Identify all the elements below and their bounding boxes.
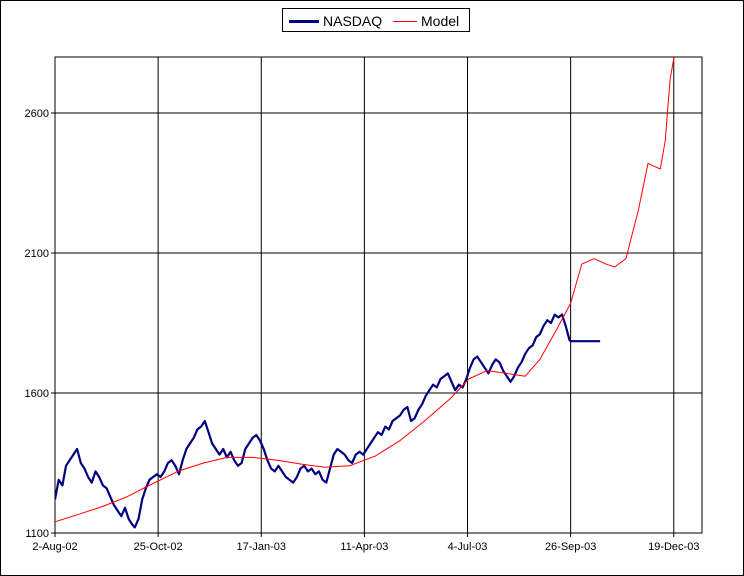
x-tick-label: 11-Apr-03 <box>340 541 388 553</box>
x-tick-label: 4-Jul-03 <box>448 541 488 553</box>
series-group <box>55 57 675 529</box>
legend-swatch-nasdaq <box>289 19 319 23</box>
series-line-model <box>55 57 675 523</box>
y-tick-label: 1100 <box>25 528 49 540</box>
x-tick-label: 2-Aug-02 <box>32 541 77 553</box>
y-axis: 1100 1600 2100 2600 <box>25 108 55 540</box>
legend-item-nasdaq: NASDAQ <box>289 12 382 30</box>
y-tick-label: 1600 <box>25 388 49 400</box>
x-tick-label: 17-Jan-03 <box>236 541 286 553</box>
y-tick-label: 2600 <box>25 108 49 120</box>
legend-label-model: Model <box>421 13 460 29</box>
x-tick-label: 26-Sep-03 <box>545 541 596 553</box>
legend-swatch-model <box>393 20 417 22</box>
legend-label-nasdaq: NASDAQ <box>323 13 383 29</box>
plot-area <box>54 56 703 534</box>
x-axis: 2-Aug-02 25-Oct-02 17-Jan-03 11-Apr-03 4-Jul… <box>32 533 699 553</box>
legend: NASDAQ Model <box>282 8 470 32</box>
x-tick-label: 25-Oct-02 <box>134 541 183 553</box>
y-tick-label: 2100 <box>25 248 49 260</box>
x-tick-label: 19-Dec-03 <box>648 541 699 553</box>
legend-item-model: Model <box>393 12 459 30</box>
